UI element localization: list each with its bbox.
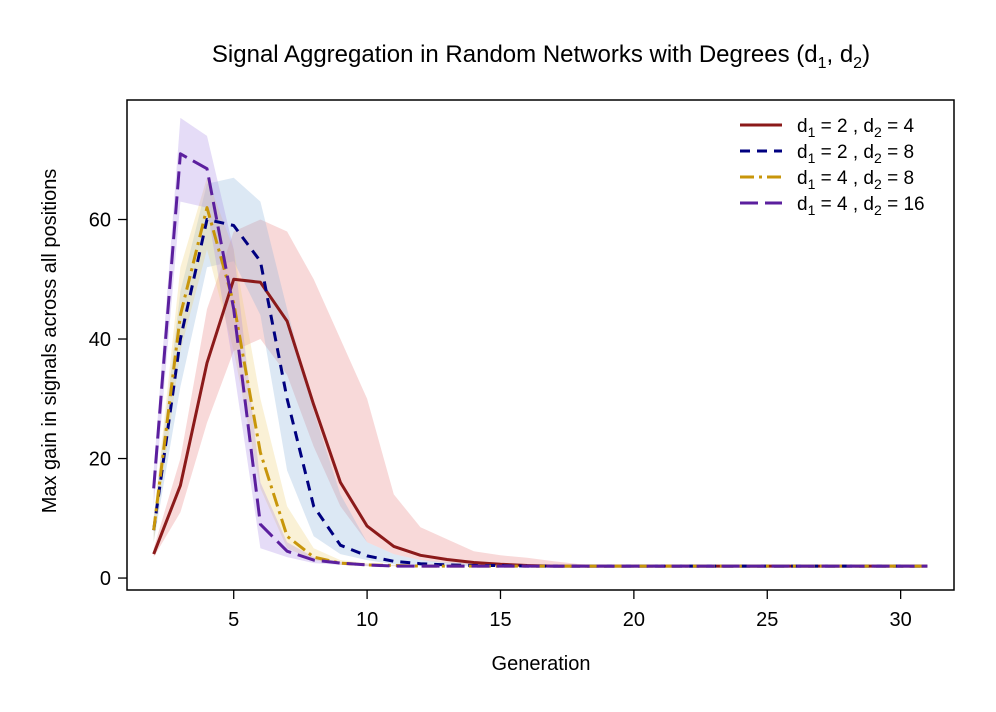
y-axis-label: Max gain in signals across all positions xyxy=(39,169,61,514)
x-tick-label: 30 xyxy=(890,609,912,631)
series-lines xyxy=(152,152,928,568)
x-tick-label: 25 xyxy=(756,609,778,631)
x-tick-label: 15 xyxy=(489,609,511,631)
x-tick-label: 5 xyxy=(228,609,239,631)
legend-entry-3: d1 = 4 , d2 = 8 xyxy=(797,168,914,192)
plot-frame xyxy=(126,99,955,591)
legend: d1 = 2 , d2 = 4d1 = 2 , d2 = 8d1 = 4 , d… xyxy=(740,116,925,218)
line-series-3 xyxy=(152,206,928,568)
chart-title: Signal Aggregation in Random Networks wi… xyxy=(212,41,870,72)
y-tick-label: 40 xyxy=(89,329,111,351)
y-axis: 0 20 40 60 xyxy=(89,210,127,590)
band-series-2 xyxy=(153,177,928,567)
y-tick-label: 60 xyxy=(89,210,111,232)
legend-entry-2: d1 = 2 , d2 = 8 xyxy=(797,142,914,166)
y-tick-label: 0 xyxy=(100,568,111,590)
band-series-1 xyxy=(153,219,928,567)
x-axis: 5 10 15 20 25 30 xyxy=(228,590,912,631)
confidence-bands xyxy=(153,117,928,567)
x-tick-label: 10 xyxy=(356,609,378,631)
x-tick-label: 20 xyxy=(623,609,645,631)
x-axis-label: Generation xyxy=(492,653,591,675)
legend-entry-4: d1 = 4 , d2 = 16 xyxy=(797,194,925,218)
line-series-4 xyxy=(152,152,928,568)
legend-entry-1: d1 = 2 , d2 = 4 xyxy=(797,116,914,140)
y-tick-label: 20 xyxy=(89,449,111,471)
